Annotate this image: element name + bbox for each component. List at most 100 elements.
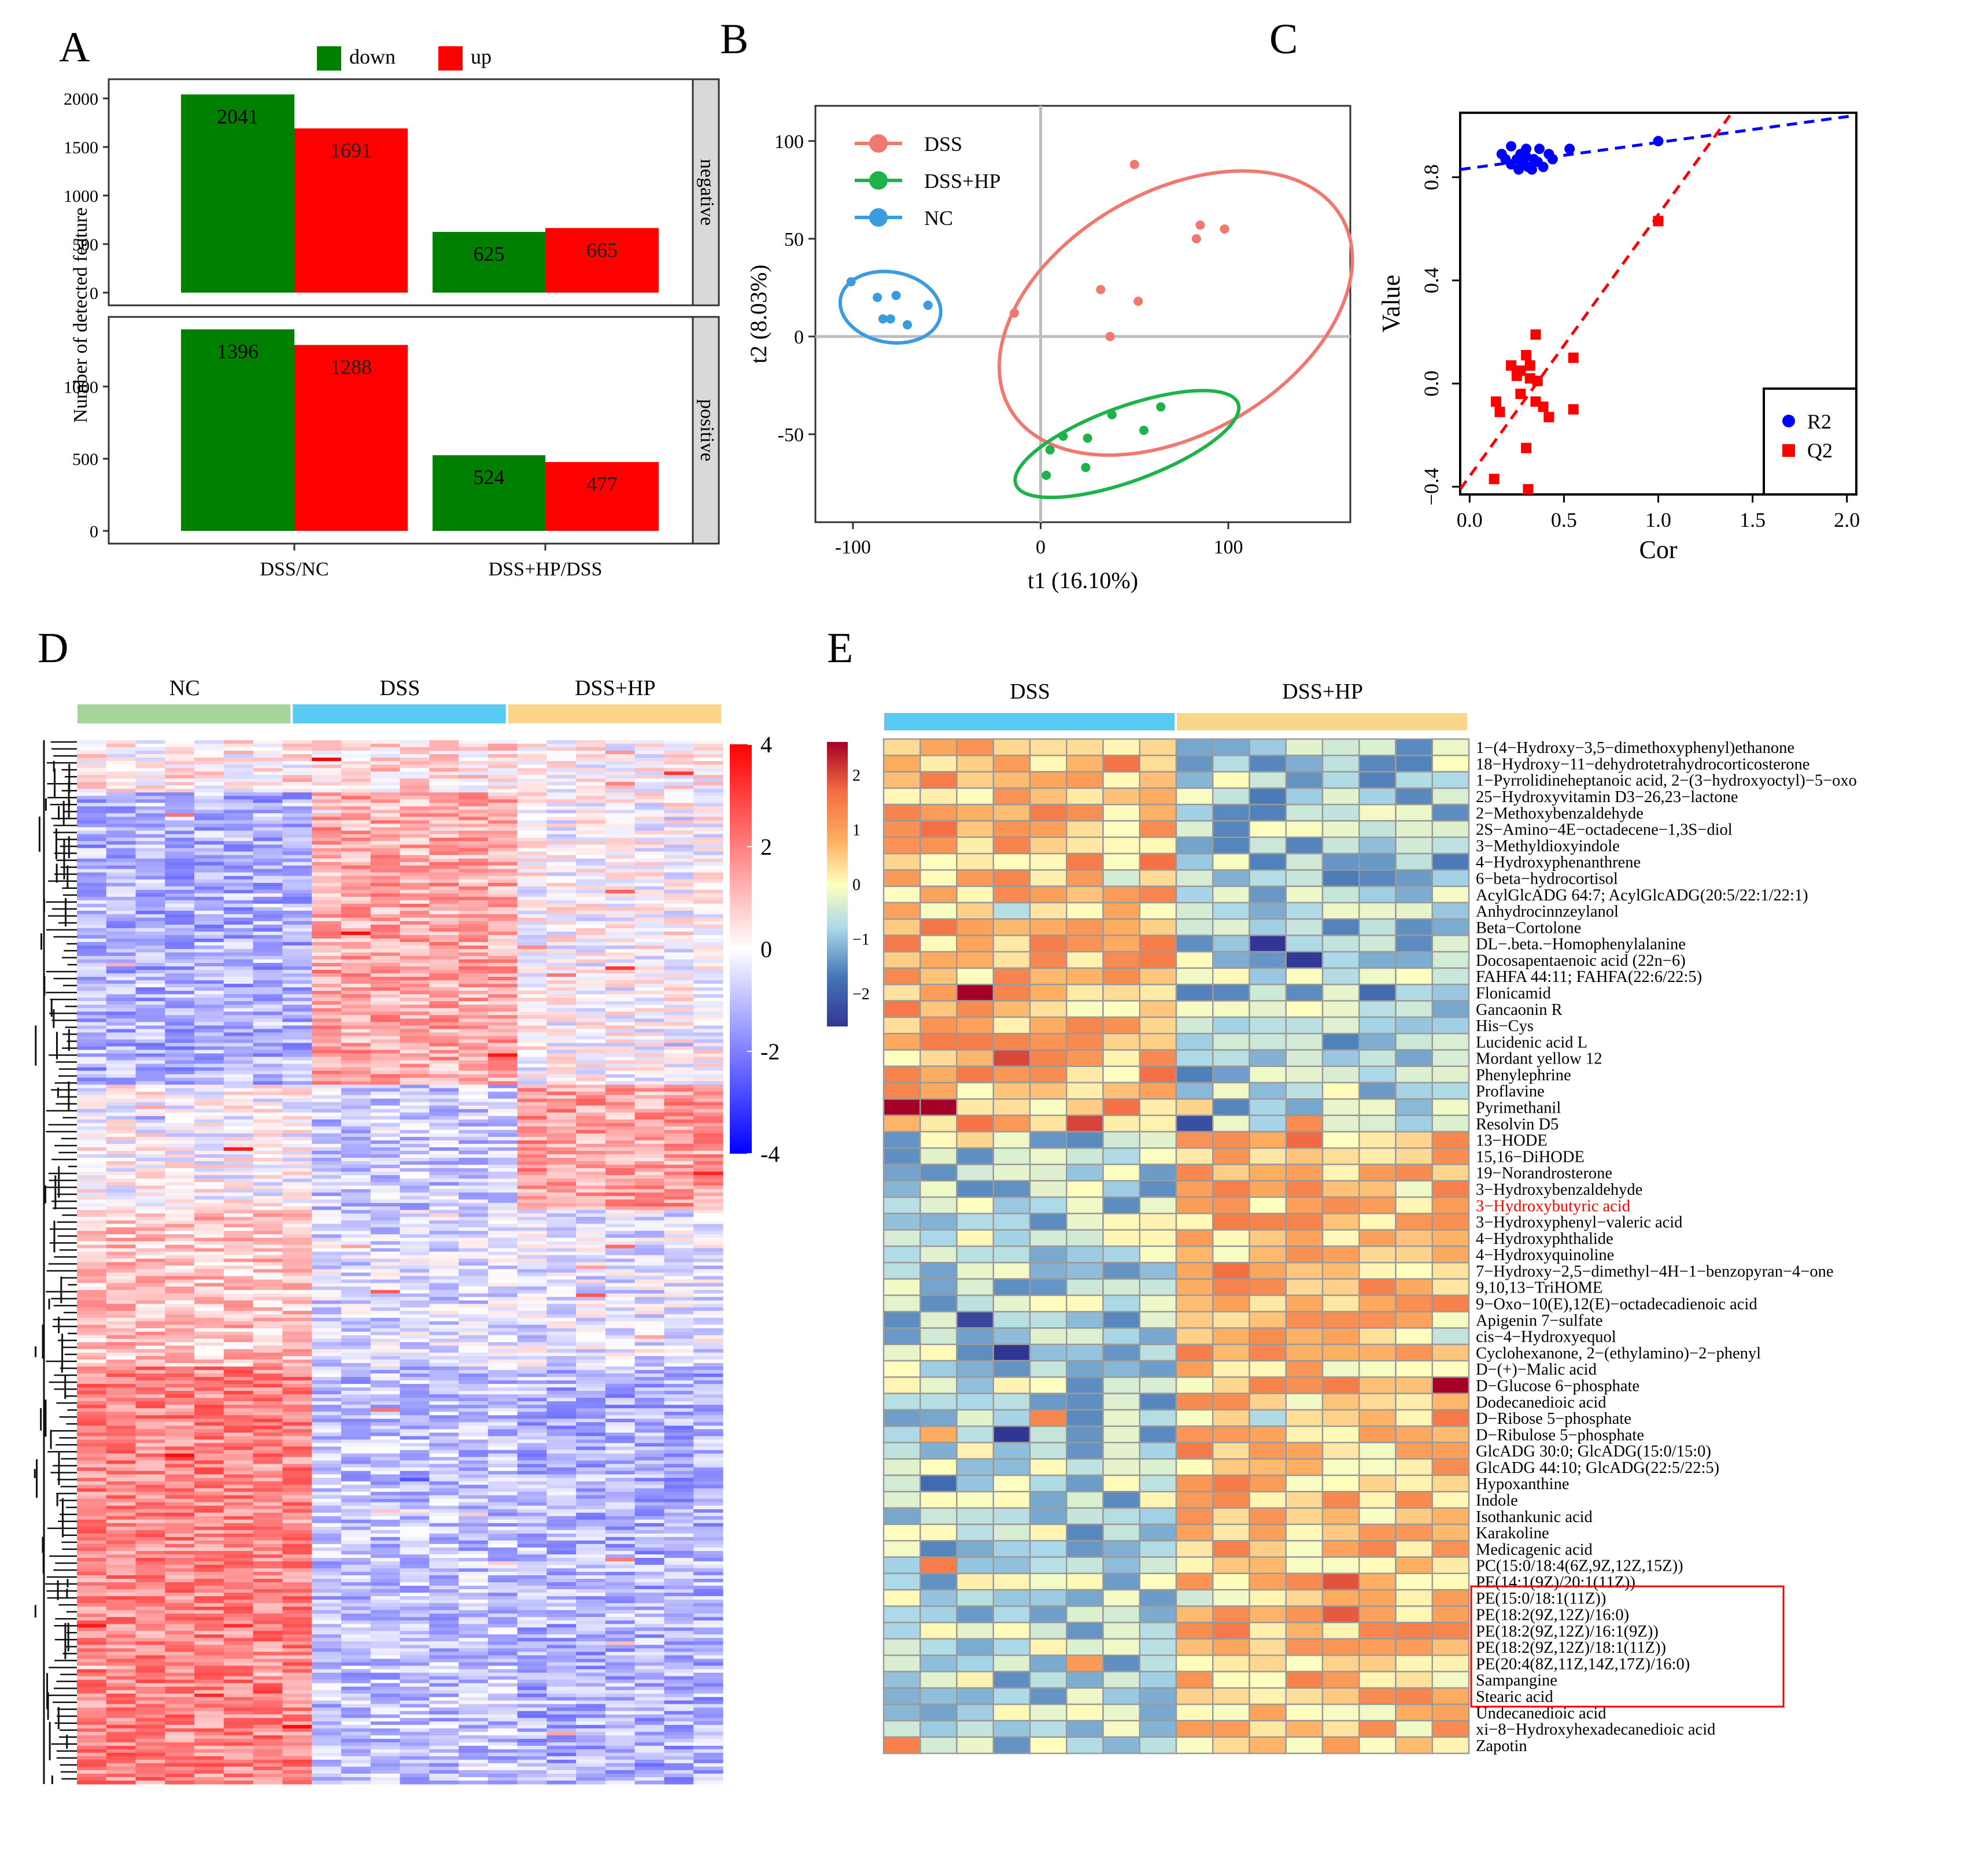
heatmap-cell <box>546 1143 577 1148</box>
heatmap-cell <box>135 1300 165 1305</box>
heatmap-cell <box>664 980 694 984</box>
heatmap-cell <box>459 1119 489 1124</box>
heatmap-cell <box>106 907 136 911</box>
heatmap-cell <box>488 1112 518 1117</box>
heatmap-cell <box>106 1206 136 1210</box>
heatmap-cell <box>253 803 283 807</box>
heatmap-cell <box>517 1122 547 1127</box>
heatmap-cell <box>165 1335 195 1339</box>
heatmap-cell <box>282 876 312 880</box>
heatmap-cell <box>576 984 606 988</box>
heatmap-cell <box>370 799 401 803</box>
heatmap-cell <box>106 931 136 936</box>
heatmap-cell <box>341 896 371 901</box>
heatmap-cell <box>546 751 577 755</box>
heatmap-cell <box>400 1147 430 1151</box>
heatmap-cell <box>106 1129 136 1134</box>
heatmap-cell <box>135 1412 165 1416</box>
heatmap-cell <box>459 768 489 772</box>
heatmap-cell <box>546 744 577 748</box>
heatmap-cell <box>312 1192 342 1196</box>
heatmap-cell <box>223 1370 254 1374</box>
heatmap-cell <box>576 1300 606 1305</box>
heatmap-cell <box>77 1367 107 1371</box>
heatmap-cell <box>546 768 577 772</box>
heatmap-cell <box>223 1328 254 1332</box>
heatmap-cell <box>370 792 401 796</box>
heatmap-cell <box>253 987 283 991</box>
heatmap-cell <box>194 1210 224 1214</box>
heatmap-cell <box>194 1050 224 1054</box>
heatmap-cell <box>488 987 518 991</box>
heatmap-cell <box>459 1129 489 1134</box>
heatmap-cell <box>253 1172 283 1176</box>
heatmap-cell <box>693 858 723 863</box>
heatmap-cell <box>370 959 401 963</box>
heatmap-cell <box>429 792 459 796</box>
heatmap-cell <box>135 803 165 807</box>
heatmap-cell <box>341 1478 371 1482</box>
heatmap-cell <box>693 862 723 866</box>
heatmap-cell <box>223 827 254 832</box>
heatmap-cell <box>194 1412 224 1416</box>
heatmap-cell <box>634 966 665 970</box>
heatmap-cell <box>253 921 283 925</box>
point-DSS-6 <box>1010 308 1020 318</box>
heatmap-cell <box>312 1269 342 1273</box>
heatmap-cell <box>488 1398 518 1402</box>
heatmap-cell <box>77 1495 107 1500</box>
heatmap-cell <box>282 1419 312 1423</box>
heatmap-cell <box>429 1018 459 1022</box>
heatmap-cell <box>634 941 665 946</box>
heatmap-cell <box>77 924 107 929</box>
heatmap-cell <box>77 876 107 880</box>
heatmap-cell <box>312 1349 342 1353</box>
heatmap-cell <box>312 1196 342 1200</box>
heatmap-cell <box>429 1043 459 1047</box>
heatmap-cell <box>282 1011 312 1015</box>
heatmap-cell <box>488 872 518 877</box>
heatmap-cell <box>634 1484 665 1489</box>
heatmap-cell <box>488 771 518 775</box>
heatmap-cell <box>400 1206 430 1210</box>
heatmap-cell <box>282 820 312 824</box>
heatmap-cell <box>312 1063 342 1068</box>
heatmap-cell <box>400 1380 430 1384</box>
heatmap-cell <box>664 740 694 744</box>
heatmap-cell <box>253 931 283 936</box>
heatmap-cell <box>459 1429 489 1433</box>
heatmap-cell <box>546 907 577 911</box>
heatmap-cell <box>77 1331 107 1336</box>
heatmap-cell <box>576 1321 606 1325</box>
heatmap-cell <box>634 1186 665 1190</box>
heatmap-cell <box>634 740 665 744</box>
heatmap-cell <box>517 744 547 748</box>
heatmap-cell <box>546 1140 577 1144</box>
heatmap-cell <box>165 1025 195 1029</box>
heatmap-cell <box>429 1095 459 1099</box>
heatmap-cell <box>165 1457 195 1461</box>
heatmap-cell <box>429 1081 459 1085</box>
heatmap-cell <box>77 872 107 877</box>
heatmap-cell <box>194 1140 224 1144</box>
heatmap-cell <box>576 1398 606 1402</box>
heatmap-cell <box>253 882 283 887</box>
heatmap-cell <box>576 1262 606 1266</box>
heatmap-cell <box>429 1001 459 1005</box>
heatmap-cell <box>400 751 430 755</box>
heatmap-cell <box>459 1412 489 1416</box>
heatmap-cell <box>488 1370 518 1374</box>
heatmap-cell <box>106 792 136 796</box>
heatmap-cell <box>106 1098 136 1103</box>
heatmap-cell <box>400 949 430 953</box>
heatmap-cell <box>223 1258 254 1263</box>
heatmap-cell <box>517 830 547 835</box>
heatmap-cell <box>546 1084 577 1089</box>
heatmap-cell <box>576 1217 606 1221</box>
heatmap-cell <box>165 761 195 765</box>
heatmap-cell <box>605 1471 636 1475</box>
heatmap-cell <box>605 1050 636 1054</box>
heatmap-cell <box>77 1453 107 1458</box>
heatmap-cell <box>576 994 606 998</box>
heatmap-cell <box>135 994 165 998</box>
